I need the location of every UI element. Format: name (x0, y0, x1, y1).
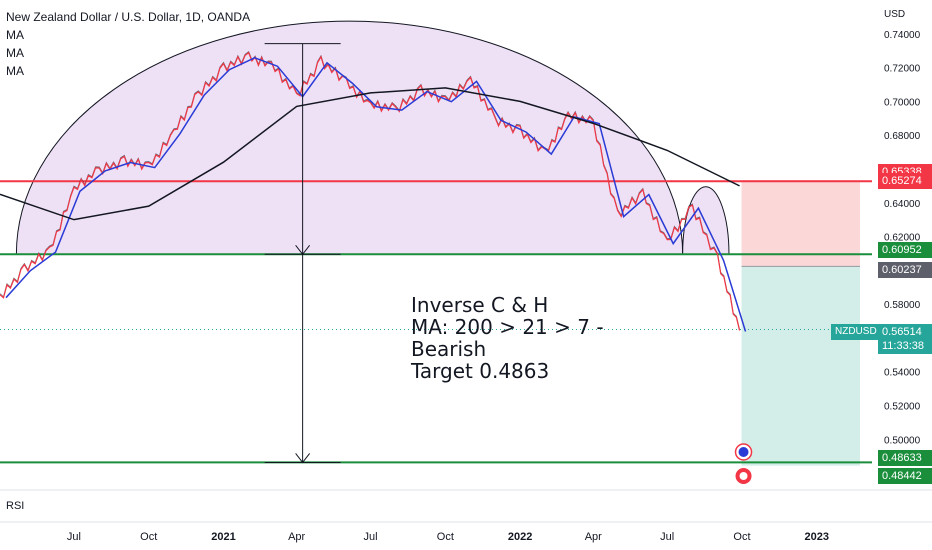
handle-arc (682, 186, 730, 255)
indicator-ma-2[interactable]: MA (6, 46, 24, 60)
cup-shape (15, 20, 730, 255)
ma-200-line (0, 87, 740, 221)
profit-target-zone (741, 266, 860, 466)
annotation-line: Bearish (411, 337, 487, 361)
chart-title: New Zealand Dollar / U.S. Dollar, 1D, OA… (6, 10, 251, 24)
x-tick-label: Jul (660, 531, 674, 543)
y-tick-label: 0.64000 (884, 199, 921, 210)
arrow-mid-head (295, 244, 311, 256)
price-label: 0.48633 (878, 450, 932, 467)
x-tick-label: Oct (140, 531, 157, 543)
y-tick-label: 0.62000 (884, 233, 921, 244)
price-axis: USD 0.74000 0.72000 0.70000 0.68000 0.64000 0.… (884, 9, 921, 446)
measure-arrow (264, 43, 341, 464)
indicator-ma-3[interactable]: MA (6, 64, 24, 78)
bar-countdown: 11:33:38 (882, 340, 925, 352)
x-tick-label: Jul (364, 531, 378, 543)
x-tick-label: Apr (585, 531, 602, 543)
price-label: 0.60952 (878, 242, 932, 259)
ma-21-line (5, 56, 747, 332)
rsi-pane-label[interactable]: RSI (6, 500, 25, 512)
price-label: 0.65274 (878, 173, 932, 190)
symbol-tag: NZDUSD (831, 324, 881, 340)
x-tick-label: Oct (733, 531, 750, 543)
current-price-value: 0.56514 (882, 326, 922, 338)
annotation-line: Target 0.4863 (411, 359, 550, 383)
arrow-bottom-head (295, 453, 311, 464)
position-zones (741, 180, 860, 466)
chart-legend: New Zealand Dollar / U.S. Dollar, 1D, OA… (6, 8, 250, 80)
price-label: 0.60237 (878, 262, 932, 279)
y-tick-label: 0.58000 (884, 300, 921, 311)
x-tick-label: Jul (67, 531, 81, 543)
y-tick-label: 0.52000 (884, 402, 921, 413)
price-label: 0.48442 (878, 467, 932, 484)
y-tick-label: 0.54000 (884, 368, 921, 379)
nz-event-icon (738, 447, 749, 457)
x-tick-label: 2023 (804, 531, 828, 543)
horizontal-levels (0, 180, 872, 464)
annotation-text[interactable]: Inverse C & H MA: 200 > 21 > 7 - Bearish… (411, 294, 604, 382)
annotation-line: Inverse C & H (411, 293, 549, 317)
current-price-label: 0.56514 11:33:38 (878, 324, 932, 354)
time-axis: Jul Oct 2021 Apr Jul Oct 2022 Apr Jul Oct 2023 (0, 489, 932, 543)
series-group (0, 50, 753, 484)
stop-loss-zone (741, 180, 860, 267)
y-tick-label: 0.72000 (884, 64, 921, 75)
us-event-icon (739, 472, 748, 480)
annotation-line: MA: 200 > 21 > 7 - (411, 315, 604, 339)
x-tick-label: 2022 (508, 531, 532, 543)
y-tick-label: 0.50000 (884, 435, 921, 446)
indicator-ma-1[interactable]: MA (6, 28, 24, 42)
y-tick-label: 0.68000 (884, 131, 921, 142)
x-tick-label: Oct (437, 531, 454, 543)
x-tick-label: Apr (288, 531, 305, 543)
x-tick-label: 2021 (211, 531, 235, 543)
ma-7-line (0, 51, 741, 331)
axis-currency: USD (884, 9, 905, 20)
y-tick-label: 0.70000 (884, 97, 921, 108)
cup-arc (15, 20, 684, 255)
y-tick-label: 0.74000 (884, 30, 921, 41)
